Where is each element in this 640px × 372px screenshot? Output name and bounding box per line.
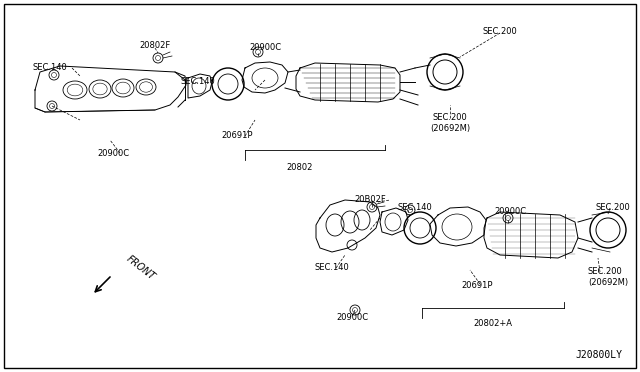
Text: SEC.200: SEC.200 (433, 113, 467, 122)
Text: 20900C: 20900C (249, 42, 281, 51)
Text: (20692M): (20692M) (588, 278, 628, 286)
Text: FRONT: FRONT (125, 254, 157, 282)
Text: SEC.140: SEC.140 (33, 64, 67, 73)
Text: 20802F: 20802F (140, 42, 171, 51)
Text: 20B02F: 20B02F (354, 195, 386, 203)
Text: SEC.140: SEC.140 (315, 263, 349, 273)
Text: 20900C: 20900C (97, 150, 129, 158)
Text: 20900C: 20900C (336, 312, 368, 321)
Text: 20802+A: 20802+A (474, 318, 513, 327)
Text: 20802: 20802 (287, 163, 313, 171)
Text: SEC.140: SEC.140 (397, 202, 433, 212)
Text: (20692M): (20692M) (430, 125, 470, 134)
Text: 20691P: 20691P (461, 280, 493, 289)
Text: SEC.200: SEC.200 (596, 202, 630, 212)
Text: J20800LY: J20800LY (575, 350, 622, 360)
Text: 20691P: 20691P (221, 131, 253, 141)
Text: SEC.200: SEC.200 (588, 266, 622, 276)
Text: SEC.200: SEC.200 (483, 28, 517, 36)
Text: 20900C: 20900C (494, 206, 526, 215)
Text: SEC.140: SEC.140 (180, 77, 216, 87)
